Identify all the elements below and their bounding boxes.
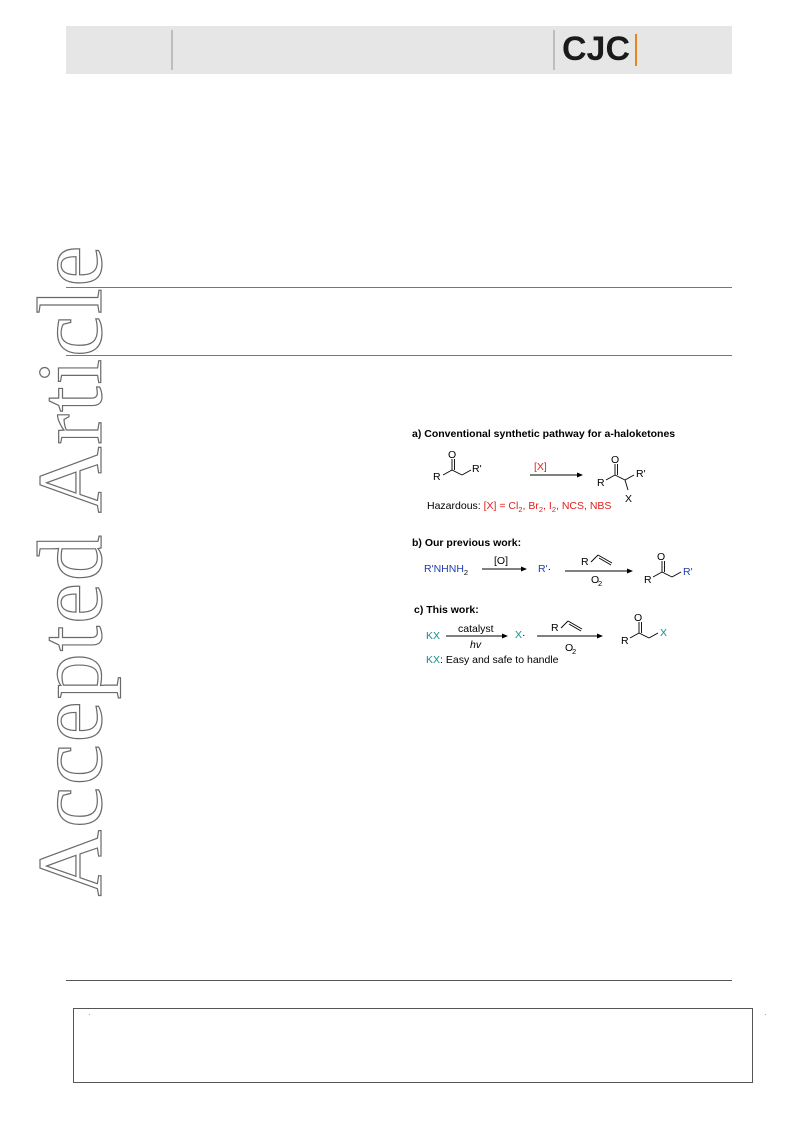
scheme-b-arrowhead-1 (521, 566, 527, 572)
scheme-b-start-sub: 2 (463, 568, 469, 578)
scheme-b-prod-r: R (644, 574, 652, 586)
scheme-a-sub: 2 (518, 505, 523, 515)
scheme-a-prod-r: R (597, 477, 605, 489)
scheme-a-sub: 2 (538, 505, 544, 515)
scheme-a-prod-x: X (625, 493, 632, 505)
footer-rule (66, 980, 732, 981)
footer-dot: · (764, 1010, 767, 1019)
scheme-c-prod-r: R (621, 635, 629, 647)
scheme-b-title: b) Our previous work: (412, 537, 522, 549)
blue-rule-top (66, 287, 732, 288)
scheme-c-prod-x: X (660, 627, 667, 639)
scheme-b-start: R'NHNH2 (424, 563, 468, 577)
scheme-c-title: c) This work: (414, 604, 479, 616)
scheme-c-note-kx: KX (426, 654, 441, 666)
scheme-a-i: , I (543, 500, 552, 512)
scheme-a-sm-rp: R' (472, 463, 482, 475)
scheme-b-alkene (590, 554, 613, 566)
scheme-a-sm-o: O (448, 449, 456, 461)
scheme-c-note-text: : Easy and safe to handle (440, 654, 559, 666)
scheme-c-catalyst: catalyst (458, 623, 494, 635)
scheme-c-o2-sub: 2 (572, 647, 576, 656)
journal-logo: CJC (562, 30, 631, 68)
header-divider (171, 30, 173, 70)
scheme-c-o2: O (565, 642, 573, 654)
scheme-c-alkene-r: R (551, 622, 559, 634)
scheme-c-prod-o: O (634, 612, 642, 624)
footer-dot: · (88, 1010, 91, 1019)
scheme-a-product (605, 464, 635, 491)
scheme-b-start-text: R'NHNH (424, 563, 464, 575)
scheme-c-start: KX (426, 630, 441, 642)
scheme-b-arrowhead-2 (627, 568, 633, 574)
scheme-c-arrowhead-1 (502, 633, 508, 639)
scheme-a-hazard-label: Hazardous: (427, 500, 481, 512)
scheme-c-arrowhead-2 (597, 633, 603, 639)
scheme-b-o2-sub: 2 (598, 579, 602, 588)
scheme-c-radical: X· (515, 629, 526, 641)
footer-box (73, 1008, 753, 1083)
scheme-b-prod-rp: R' (683, 566, 693, 578)
scheme-a-prod-rp: R' (636, 468, 646, 480)
scheme-c-note: KX: Easy and safe to handle (426, 654, 559, 666)
scheme-a-title: a) Conventional synthetic pathway for a-… (412, 428, 676, 440)
scheme-b-alkene-r: R (581, 556, 589, 568)
scheme-b-prod-o: O (657, 551, 665, 563)
scheme-a-br: , Br (522, 500, 539, 512)
scheme-a-arrowhead (577, 472, 583, 478)
journal-header-bar (66, 26, 732, 74)
scheme-a-hazard-x: [X] = Cl (483, 500, 519, 512)
scheme-a-sm-r: R (433, 471, 441, 483)
scheme-a-starting-ketone (442, 459, 472, 476)
scheme-b-o2: O (591, 574, 599, 586)
scheme-a-sub: 2 (551, 505, 556, 515)
scheme-a-hazard-line: Hazardous: [X] = Cl2, Br2, I2, NCS, NBS (427, 500, 611, 514)
scheme-b-ox: [O] (494, 555, 508, 567)
scheme-a-reagent: [X] (534, 461, 547, 473)
scheme-c-alkene (560, 620, 583, 632)
blue-rule-bottom (66, 355, 732, 356)
scheme-a-prod-o: O (611, 454, 619, 466)
scheme-c-hv: hv (470, 639, 482, 651)
header-divider (553, 30, 555, 70)
scheme-b-product (652, 561, 682, 578)
logo-accent-bar (635, 34, 637, 66)
scheme-c-product (629, 622, 659, 639)
scheme-a-rest: , NCS, NBS (555, 500, 612, 512)
scheme-b-radical: R'· (538, 563, 552, 575)
